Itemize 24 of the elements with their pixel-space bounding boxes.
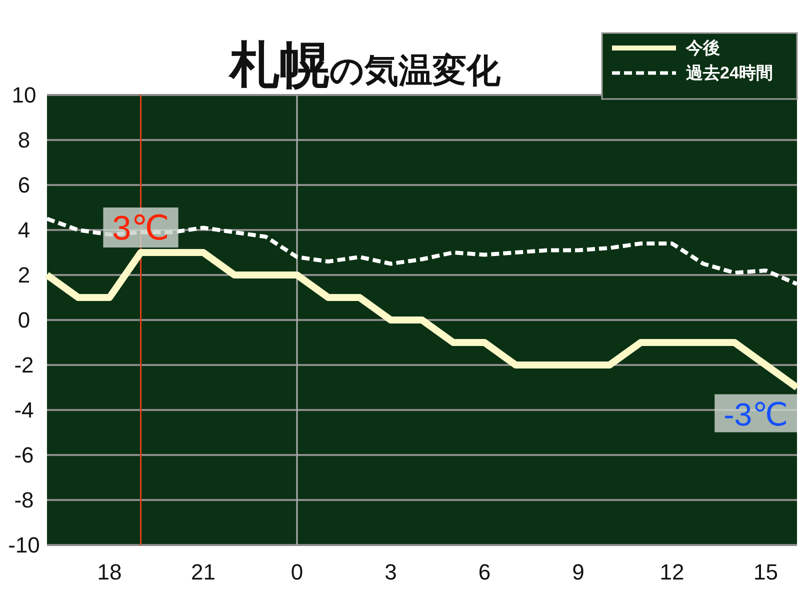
x-tick-label: 6 bbox=[478, 560, 491, 584]
y-tick-label: 0 bbox=[18, 308, 30, 332]
y-tick-label: 8 bbox=[18, 128, 30, 152]
x-tick-label: 3 bbox=[384, 560, 397, 584]
x-tick-label: 21 bbox=[191, 560, 216, 584]
x-tick-label: 18 bbox=[97, 560, 122, 584]
y-tick-label: 2 bbox=[18, 262, 30, 288]
x-tick-label: 9 bbox=[572, 560, 584, 584]
y-tick-label: 10 bbox=[12, 82, 36, 108]
x-tick-label: 15 bbox=[754, 560, 778, 584]
y-tick-label: 4 bbox=[18, 218, 30, 242]
annotation: 3℃ bbox=[112, 210, 170, 248]
legend-label: 今後 bbox=[685, 38, 720, 58]
y-tick-label: -6 bbox=[14, 442, 34, 468]
y-tick-label: -4 bbox=[14, 398, 34, 422]
y-tick-label: -8 bbox=[14, 488, 34, 512]
x-tick-label: 12 bbox=[660, 560, 684, 584]
x-tick-label: 0 bbox=[290, 560, 304, 584]
chart-title: 札幌の気温変化 bbox=[228, 37, 502, 93]
y-tick-label: 6 bbox=[18, 172, 30, 198]
annotation: -3℃ bbox=[724, 396, 788, 432]
y-tick-label: -10 bbox=[8, 532, 40, 558]
y-tick-label: -2 bbox=[14, 352, 34, 378]
legend-label: 過去24時間 bbox=[685, 64, 773, 82]
